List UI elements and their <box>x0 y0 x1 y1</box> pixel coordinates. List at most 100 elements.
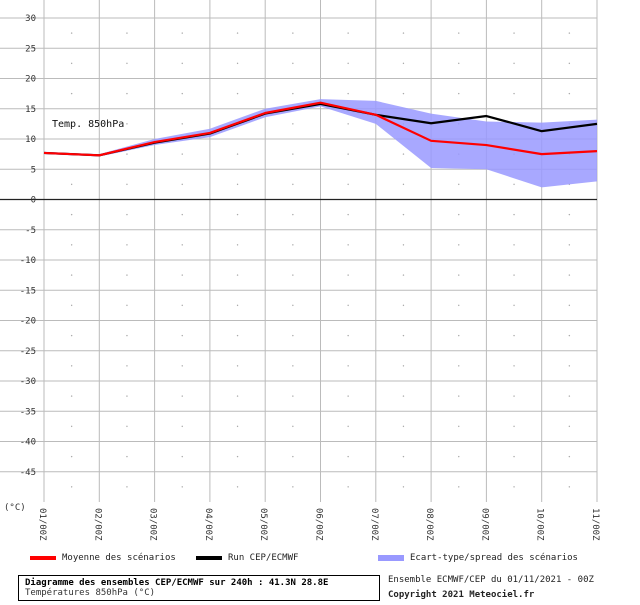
grid-dot <box>458 213 460 216</box>
x-axis-tick-labels: 01/00Z 02/00Z 03/00Z 04/00Z 05/00Z 06/00Z 07/0… <box>37 508 600 541</box>
grid-dot <box>568 455 571 458</box>
grid-dot <box>347 304 349 307</box>
grid-dot <box>458 183 460 186</box>
grid-dot <box>292 486 294 488</box>
grid-dot <box>126 455 128 458</box>
grid-dot <box>181 304 183 307</box>
grid-dot <box>292 274 294 276</box>
grid-dot <box>126 62 128 65</box>
grid-dot <box>70 425 73 428</box>
footer-info: Ensemble ECMWF/CEP du 01/11/2021 - 00Z C… <box>388 575 594 600</box>
grid-dot <box>70 32 73 34</box>
grid-dot <box>292 244 294 246</box>
grid-dot <box>236 62 239 65</box>
grid-dot <box>402 425 405 428</box>
grid-dot <box>513 62 515 65</box>
y-axis-unit-label: (°C) <box>4 503 26 513</box>
grid-dot <box>458 395 460 397</box>
y-tick-label: -30 <box>20 377 36 387</box>
grid-dot <box>347 153 349 155</box>
grid-dot <box>126 213 128 216</box>
grid-dot <box>347 334 349 337</box>
y-tick-label: -40 <box>20 438 36 448</box>
y-tick-label: -20 <box>20 317 36 327</box>
grid-dot <box>181 32 183 34</box>
grid-dot <box>347 365 349 367</box>
grid-dot <box>126 304 128 307</box>
grid-dot <box>402 334 405 337</box>
grid-dot <box>513 92 515 95</box>
grid-dot <box>236 274 239 276</box>
grid-dot <box>458 244 460 246</box>
grid-dot <box>347 455 349 458</box>
legend-label-run: Run CEP/ECMWF <box>228 553 299 563</box>
grid-dot <box>70 365 73 367</box>
legend-swatch-mean <box>30 556 56 560</box>
spread-band-layer <box>44 99 597 188</box>
grid-dot <box>292 304 294 307</box>
grid-dot <box>70 486 73 488</box>
grid-dot <box>513 395 515 397</box>
grid-dot <box>347 183 349 186</box>
grid-dot <box>513 486 515 488</box>
grid-dot <box>292 183 294 186</box>
grid-dot <box>458 425 460 428</box>
legend: Moyenne des scénarios Run CEP/ECMWF Ecar… <box>0 553 640 567</box>
grid-dot <box>402 92 405 95</box>
y-tick-label: 30 <box>25 14 36 24</box>
grid-dot <box>402 486 405 488</box>
grid-dot <box>292 92 294 95</box>
grid-dot <box>458 334 460 337</box>
grid-dot <box>402 32 405 34</box>
grid-dot <box>402 274 405 276</box>
legend-label-spread: Ecart-type/spread des scénarios <box>410 553 578 563</box>
grid-dot <box>292 62 294 65</box>
chart-grid <box>0 0 598 502</box>
grid-dot <box>126 486 128 488</box>
grid-dot <box>292 334 294 337</box>
grid-dot <box>292 395 294 397</box>
grid-dot <box>236 183 239 186</box>
footer-title: Diagramme des ensembles CEP/ECMWF sur 24… <box>25 578 329 588</box>
grid-dot <box>513 304 515 307</box>
grid-dot <box>347 425 349 428</box>
grid-dot <box>70 244 73 246</box>
x-tick-label: 09/00Z <box>479 508 489 541</box>
grid-dot <box>236 244 239 246</box>
grid-dot <box>126 153 128 155</box>
grid-dot <box>513 244 515 246</box>
grid-dot <box>568 304 571 307</box>
grid-dot <box>292 425 294 428</box>
grid-dot <box>568 395 571 397</box>
grid-dot <box>236 32 239 34</box>
grid-dot <box>126 395 128 397</box>
grid-dot <box>181 334 183 337</box>
grid-dot <box>70 123 73 125</box>
grid-dot <box>458 304 460 307</box>
grid-dot <box>292 123 294 125</box>
x-tick-label: 02/00Z <box>92 508 102 541</box>
grid-dot <box>126 183 128 186</box>
legend-item-run: Run CEP/ECMWF <box>196 553 298 563</box>
grid-dot <box>126 244 128 246</box>
grid-dot <box>347 274 349 276</box>
grid-dot <box>402 183 405 186</box>
grid-dot <box>236 334 239 337</box>
y-tick-label: 25 <box>25 44 36 54</box>
grid-dot <box>347 395 349 397</box>
grid-dot <box>347 62 349 65</box>
footer-subtitle: Températures 850hPa (°C) <box>25 588 156 598</box>
x-tick-label: 01/00Z <box>37 508 47 541</box>
grid-dot <box>126 365 128 367</box>
grid-dot <box>402 62 405 65</box>
grid-dot <box>236 455 239 458</box>
grid-dot <box>236 486 239 488</box>
grid-dot <box>126 425 128 428</box>
grid-dot <box>568 425 571 428</box>
x-tick-label: 10/00Z <box>535 508 545 541</box>
grid-dot <box>458 365 460 367</box>
grid-dot <box>347 244 349 246</box>
y-tick-label: -5 <box>25 226 36 236</box>
grid-dot <box>402 365 405 367</box>
grid-dot <box>236 213 239 216</box>
